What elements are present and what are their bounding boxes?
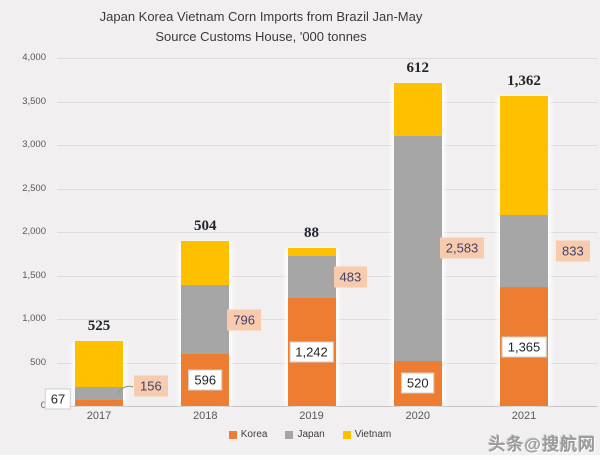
y-axis-tick-4000: 4,000 (22, 52, 46, 63)
legend-label-korea: Korea (240, 429, 268, 440)
data-label-vietnam-2020: 612 (406, 59, 430, 76)
bar-segment-vietnam-2020 (393, 82, 442, 137)
gridline-0 (57, 406, 597, 407)
korea-swatch-icon (228, 430, 237, 439)
bar-2021 (500, 96, 548, 406)
y-axis-tick-0: 0 (40, 400, 46, 411)
y-axis-tick-1500: 1,500 (22, 269, 46, 281)
data-label-vietnam-2021: 1,362 (507, 73, 541, 90)
chart-title: Japan Korea Vietnam Corn Imports from Br… (0, 7, 522, 47)
legend-label-japan: Japan (297, 429, 325, 440)
x-axis-label-2020: 2020 (405, 410, 430, 422)
gridline-3500 (57, 101, 597, 103)
data-label-vietnam-2019: 88 (304, 225, 319, 242)
bar-segment-japan-2017 (75, 386, 123, 401)
gridline-3000 (57, 145, 597, 146)
x-axis-label-2018: 2018 (193, 410, 218, 422)
legend: Korea Japan Vietnam (0, 429, 600, 440)
data-label-korea-2020: 520 (400, 372, 435, 394)
y-axis-tick-2500: 2,500 (22, 182, 46, 194)
gridline-4000 (57, 58, 597, 59)
data-label-korea-2021: 1,365 (501, 336, 547, 358)
bar-segment-japan-2021 (500, 214, 548, 288)
y-axis-tick-500: 500 (30, 356, 46, 368)
bar-segment-vietnam-2018 (181, 241, 230, 285)
legend-item-korea: Korea (228, 429, 268, 440)
x-axis-label-2017: 2017 (86, 410, 112, 422)
gridline-2500 (57, 188, 597, 190)
watermark: 头条@搜航网 (488, 435, 596, 454)
bar-2017 (75, 340, 123, 406)
y-axis-tick-3000: 3,000 (22, 139, 46, 150)
bar-segment-japan-2019 (287, 255, 336, 298)
x-axis-label-2019: 2019 (299, 410, 324, 422)
japan-swatch-icon (285, 430, 294, 439)
gridline-2000 (57, 232, 597, 233)
data-label-korea-2017: 67 (44, 388, 72, 410)
data-label-japan-2019: 483 (333, 266, 368, 288)
y-axis-tick-1000: 1,000 (22, 313, 46, 324)
bottom-edge-strip (0, 455, 600, 460)
bar-segment-japan-2018 (181, 284, 230, 355)
data-label-korea-2019: 1,242 (289, 341, 334, 363)
data-label-vietnam-2018: 504 (194, 218, 217, 235)
callout-leader-line-2017 (116, 385, 134, 395)
bar-segment-vietnam-2017 (75, 340, 123, 387)
data-label-japan-2021: 833 (556, 240, 590, 262)
bar-2019 (287, 248, 336, 406)
data-label-japan-2020: 2,583 (439, 237, 485, 259)
legend-item-japan: Japan (285, 429, 325, 440)
data-label-japan-2018: 796 (227, 309, 261, 331)
bar-segment-vietnam-2019 (287, 248, 336, 256)
y-axis-tick-3500: 3,500 (22, 95, 46, 107)
data-label-japan-2017: 156 (134, 375, 168, 397)
bar-segment-korea-2017 (75, 400, 123, 406)
data-label-korea-2018: 596 (188, 369, 223, 391)
bar-segment-vietnam-2021 (500, 96, 548, 215)
chart-title-line2: Source Customs House, '000 tonnes (155, 29, 367, 44)
legend-item-vietnam: Vietnam (342, 429, 392, 440)
vietnam-swatch-icon (342, 430, 351, 439)
x-axis-label-2021: 2021 (511, 410, 537, 422)
legend-label-vietnam: Vietnam (354, 429, 392, 440)
y-axis-tick-2000: 2,000 (22, 226, 46, 237)
chart-title-line1: Japan Korea Vietnam Corn Imports from Br… (99, 9, 423, 24)
bar-segment-japan-2020 (393, 136, 442, 361)
bar-2020 (393, 82, 442, 406)
data-label-vietnam-2017: 525 (87, 317, 111, 334)
